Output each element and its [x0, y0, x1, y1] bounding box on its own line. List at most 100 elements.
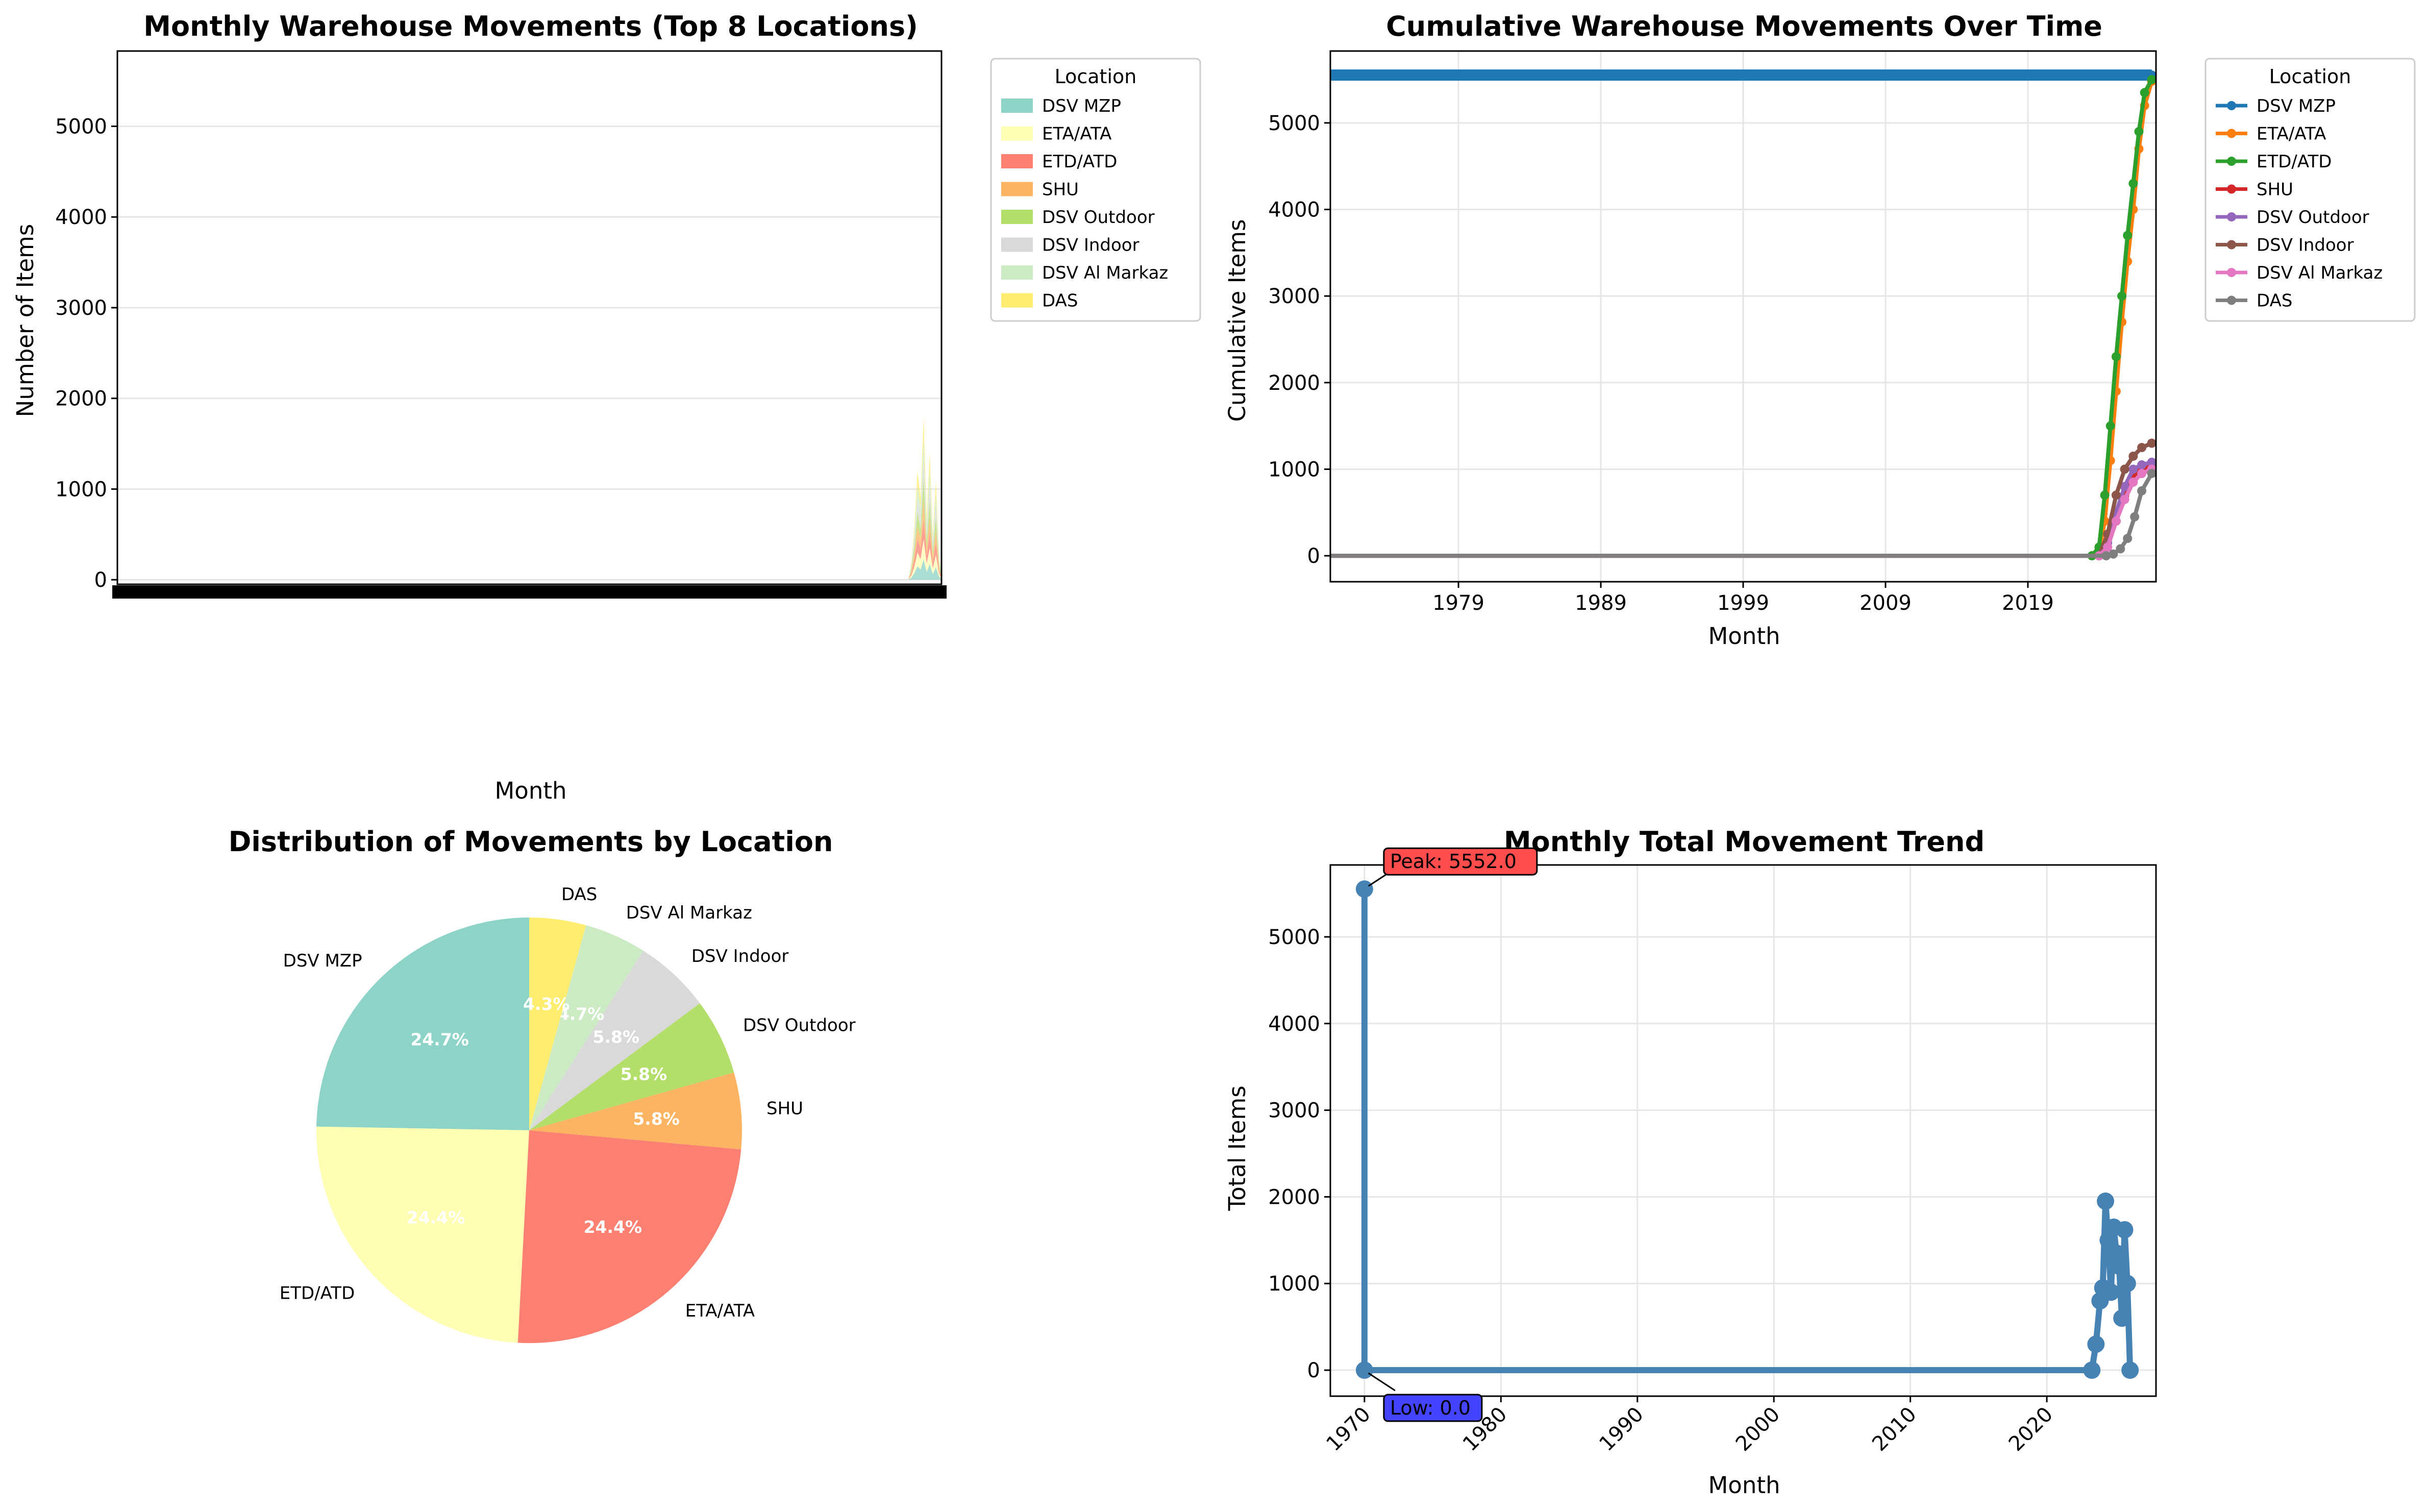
p1-area-das	[908, 416, 942, 580]
p3-pct-label: 24.7%	[410, 1030, 469, 1050]
p2-point-etd-atd	[2100, 490, 2110, 500]
p2-point-dsv-al-markaz	[2137, 468, 2147, 478]
p2-point-etd-atd	[2111, 352, 2121, 361]
p3-slice-etd-atd	[316, 1126, 529, 1343]
p2-point-dsv-outdoor	[2120, 482, 2129, 491]
p2-legend-label: DSV Outdoor	[2257, 207, 2369, 228]
p1-area-dsv-indoor	[908, 457, 942, 580]
total-trend-panel: Monthly Total Movement Trend 1970 1980 199…	[1224, 826, 2157, 1499]
p2-point-dsv-indoor	[2128, 451, 2138, 461]
p1-legend-title: Location	[1055, 65, 1137, 88]
p2-x-tick-label: 2009	[1860, 591, 1912, 615]
p3-category-label: ETA/ATA	[685, 1301, 755, 1321]
p1-legend-label: SHU	[1042, 180, 1079, 200]
p4-y-ticks: 0 1000 2000 3000 4000 5000	[1268, 926, 1330, 1382]
p3-pct-label: 24.4%	[407, 1208, 465, 1228]
p2-legend-label: DSV Indoor	[2257, 235, 2354, 256]
p4-y-tick-label: 5000	[1268, 926, 1320, 949]
p1-legend-label: DSV Indoor	[1042, 235, 1139, 256]
p4-trend-point	[2097, 1192, 2115, 1210]
p1-legend-label: DSV Outdoor	[1042, 207, 1155, 228]
p2-x-tick-label: 2019	[2002, 591, 2054, 615]
p2-point-das	[2101, 551, 2111, 561]
p3-slice-eta-ata	[517, 1130, 741, 1343]
p3-category-label: DSV Al Markaz	[626, 903, 752, 923]
p2-point-etd-atd	[2140, 88, 2149, 97]
p2-y-axis-label: Cumulative Items	[1224, 219, 1251, 422]
p3-slice-dsv-al-markaz	[529, 925, 643, 1130]
p1-y-axis-label: Number of Items	[12, 224, 39, 417]
p2-y-tick-label: 4000	[1268, 198, 1320, 221]
p2-point-etd-atd	[2105, 421, 2115, 431]
p2-legend-marker	[2227, 212, 2236, 221]
p4-title: Monthly Total Movement Trend	[1504, 826, 1985, 858]
p1-legend-swatch	[1001, 293, 1033, 308]
p2-point-dsv-outdoor	[2137, 460, 2147, 469]
p1-legend-swatch	[1001, 182, 1033, 196]
p2-x-ticks: 1979 1989 1999 2009 2019	[1432, 582, 2054, 615]
p4-low-label: Low: 0.0	[1390, 1397, 1471, 1419]
p2-point-dsv-indoor	[2137, 443, 2147, 453]
p4-trend-point	[2118, 1275, 2136, 1293]
p3-category-label: DAS	[561, 884, 597, 905]
p2-legend-label: DSV Al Markaz	[2257, 263, 2383, 283]
p4-annotations: Peak: 5552.0 Low: 0.0	[1368, 847, 1538, 1422]
p2-point-dsv-al-markaz	[2128, 477, 2138, 487]
p1-legend-swatch	[1001, 210, 1033, 224]
p1-y-tick-label: 0	[94, 568, 107, 592]
p1-legend-label: ETA/ATA	[1042, 124, 1111, 144]
p2-point-dsv-al-markaz	[2111, 516, 2121, 526]
p2-point-das	[2137, 486, 2147, 495]
p2-x-tick-label: 1979	[1432, 591, 1484, 615]
p2-point-dsv-outdoor	[2147, 457, 2157, 467]
p2-point-dsv-indoor	[2147, 438, 2157, 448]
p4-y-axis-label: Total Items	[1224, 1085, 1251, 1211]
p1-y-tick-label: 1000	[55, 478, 107, 501]
p1-legend-label: DSV MZP	[1042, 96, 1121, 116]
p1-legend-swatch	[1001, 265, 1033, 280]
p1-area-dsv-outdoor	[908, 478, 942, 580]
p2-gridlines	[1330, 51, 2156, 582]
p1-legend-swatch	[1001, 237, 1033, 252]
p3-pct-label: 24.4%	[584, 1217, 642, 1237]
p3-pct-label: 5.8%	[592, 1027, 639, 1047]
p2-point-das	[2147, 468, 2157, 478]
p4-trend-point	[2108, 1244, 2125, 1262]
p4-trend-polyline	[1361, 889, 2134, 1374]
p2-legend-marker	[2227, 184, 2236, 194]
p1-x-tick-labels-overlap	[112, 585, 947, 599]
p4-y-tick-label: 4000	[1268, 1012, 1320, 1036]
p3-category-label: DSV MZP	[283, 951, 362, 971]
p4-trend-point	[1355, 1361, 1373, 1379]
p4-trend-point	[2102, 1283, 2120, 1301]
p4-axes-frame	[1329, 864, 2157, 1397]
p2-legend: Location DSV MZP ETA/ATA ETD/ATD SHU DSV Out…	[2204, 58, 2416, 322]
p3-slice-dsv-indoor	[529, 951, 700, 1130]
p2-point-das	[2123, 534, 2133, 543]
p2-legend-label: SHU	[2257, 180, 2293, 200]
p4-y-tick-label: 3000	[1268, 1099, 1320, 1123]
p4-peak-label: Peak: 5552.0	[1390, 850, 1517, 873]
p4-y-tick-label: 2000	[1268, 1185, 1320, 1209]
p4-trend-point	[2116, 1221, 2134, 1238]
p2-legend-label: DAS	[2257, 291, 2292, 311]
p1-legend: Location DSV MZP ETA/ATA ETD/ATD SHU DSV Out…	[990, 58, 1201, 322]
p4-trend-point	[2099, 1231, 2117, 1249]
distribution-pie-panel: Distribution of Movements by Location 24…	[229, 826, 856, 1343]
p2-point-dsv-outdoor	[2128, 464, 2138, 474]
p1-legend-swatch	[1001, 154, 1033, 168]
p1-y-ticks: 0 1000 2000 3000 4000 5000	[55, 115, 117, 592]
p1-area-shu	[908, 498, 942, 580]
p2-legend-title: Location	[2269, 65, 2351, 88]
p4-trend-point	[2087, 1335, 2105, 1353]
p2-x-axis-label: Month	[1708, 623, 1780, 650]
p2-legend-box	[2204, 58, 2416, 322]
p1-title: Monthly Warehouse Movements (Top 8 Locat…	[143, 10, 918, 42]
p4-y-tick-label: 1000	[1268, 1272, 1320, 1296]
p2-point-das	[2109, 549, 2118, 559]
p2-y-tick-label: 5000	[1268, 112, 1320, 135]
p3-pct-label: 5.8%	[633, 1109, 680, 1129]
cumulative-movements-panel: Cumulative Warehouse Movements Over Time…	[1224, 10, 2416, 650]
p2-point-etd-atd	[2128, 179, 2138, 188]
p3-title: Distribution of Movements by Location	[229, 826, 833, 858]
